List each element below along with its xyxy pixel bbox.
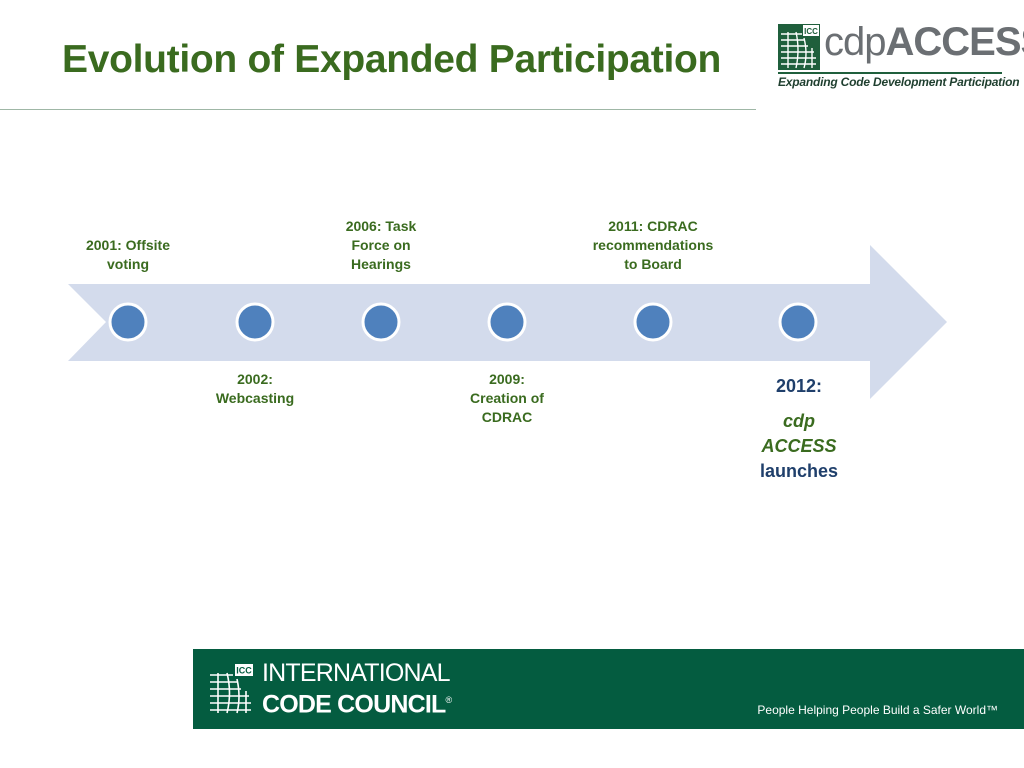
event-year: 2012:	[775, 376, 823, 396]
timeline-dot	[108, 302, 148, 342]
title-divider	[0, 109, 756, 110]
event-line: 2011: CDRAC	[608, 218, 698, 234]
event-product-access: ACCESS	[761, 436, 837, 456]
wordmark-cdp: cdp	[824, 20, 886, 64]
event-label-2006: 2006: Task Force on Hearings	[321, 217, 441, 274]
logo-divider	[778, 72, 1002, 74]
timeline-dot	[633, 302, 673, 342]
event-verb: launches	[759, 461, 839, 481]
icc-wordmark: INTERNATIONAL CODE COUNCIL®	[262, 659, 452, 719]
timeline-dot	[235, 302, 275, 342]
logo-tagline: Expanding Code Development Participation	[778, 75, 1020, 89]
event-line: 2006: Task	[345, 218, 417, 234]
icc-line1: INTERNATIONAL	[262, 659, 451, 687]
event-line: Hearings	[351, 256, 411, 272]
icc-line2-text: CODE COUNCIL	[262, 690, 446, 719]
footer-banner: ICC INTERNATIONAL CODE COUNCIL® People H…	[193, 649, 1024, 729]
event-line: to Board	[624, 256, 682, 272]
event-label-2001: 2001: Offsite voting	[68, 236, 188, 274]
timeline-arrow-diagram	[68, 245, 947, 399]
event-line: Webcasting	[215, 390, 295, 406]
event-line: CDRAC	[481, 409, 533, 425]
event-label-2011: 2011: CDRAC recommendations to Board	[573, 217, 733, 274]
icc-mark-text: ICC	[236, 666, 252, 676]
event-line: 2001: Offsite	[85, 237, 171, 253]
event-label-2012: 2012: cdp ACCESS launches	[739, 375, 859, 484]
event-label-2009: 2009: Creation of CDRAC	[447, 370, 567, 427]
footer-tagline: People Helping People Build a Safer Worl…	[757, 703, 998, 717]
event-line: recommendations	[592, 237, 714, 253]
wordmark-access: ACCESS	[885, 20, 1024, 64]
event-line: Creation of	[470, 390, 544, 406]
icc-globe-icon: ICC	[207, 663, 255, 715]
timeline-dot	[361, 302, 401, 342]
icc-line2: CODE COUNCIL®	[262, 687, 452, 719]
event-line: voting	[107, 256, 149, 272]
event-product-cdp: cdp	[782, 411, 815, 431]
icc-globe-icon: ICC	[778, 24, 820, 70]
timeline-dot	[487, 302, 527, 342]
event-line: 2009:	[489, 371, 525, 387]
registered-mark: ®	[445, 695, 452, 705]
timeline-dot	[778, 302, 818, 342]
event-label-2002: 2002: Webcasting	[195, 370, 315, 408]
event-line: Force on	[351, 237, 411, 253]
icc-mark-text: ICC	[804, 27, 818, 36]
event-line: 2002:	[237, 371, 273, 387]
slide-title: Evolution of Expanded Participation	[62, 38, 722, 81]
